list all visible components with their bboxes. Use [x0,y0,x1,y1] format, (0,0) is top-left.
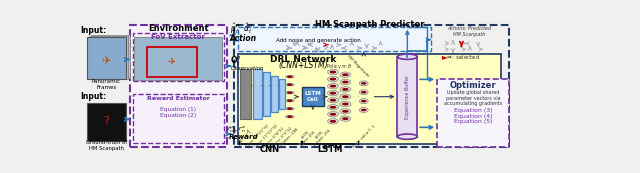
Circle shape [362,110,365,111]
Text: Panoramic
Frames: Panoramic Frames [92,79,121,90]
Circle shape [362,92,365,93]
Text: Optimizer: Optimizer [450,81,497,90]
Bar [89,36,127,79]
Ellipse shape [359,90,368,95]
Ellipse shape [340,101,351,107]
Text: Equation (3)
Equation (4)
Equation (5): Equation (3) Equation (4) Equation (5) [454,108,492,124]
Text: Update global shared
parameter vectors via
accumulating gradients: Update global shared parameter vectors v… [444,90,502,106]
Ellipse shape [359,99,368,104]
Circle shape [362,101,365,102]
Ellipse shape [328,119,339,124]
Bar [87,103,125,141]
Circle shape [285,84,294,86]
Text: Conv: 11*11*32: Conv: 11*11*32 [254,124,279,149]
Circle shape [288,108,292,109]
Text: Flatten: 288: Flatten: 288 [280,127,300,146]
Text: CNN: CNN [259,145,280,154]
Circle shape [330,121,335,122]
Circle shape [288,76,292,77]
Text: ✈: ✈ [102,56,111,66]
Ellipse shape [340,79,351,85]
Text: DRL Network: DRL Network [270,55,337,64]
Circle shape [343,74,348,75]
Text: Actions: Predicted: Actions: Predicted [447,26,492,31]
Text: State value F: 1: State value F: 1 [351,125,376,149]
Ellipse shape [340,116,351,121]
Bar [129,25,227,147]
Circle shape [330,85,335,87]
Circle shape [285,115,294,118]
Text: $\mathbf{O}_t^n$: $\mathbf{O}_t^n$ [230,55,242,68]
Bar [301,87,324,106]
Ellipse shape [328,90,339,96]
Text: (CNN+LSTM): (CNN+LSTM) [278,61,328,70]
Text: ✈: ✈ [168,58,176,68]
Bar [237,54,500,144]
Bar [87,37,125,79]
Bar [147,47,196,77]
Ellipse shape [340,94,351,99]
Circle shape [330,107,335,108]
Ellipse shape [328,105,339,110]
Text: Conv: 3*3*32: Conv: 3*3*32 [271,126,293,147]
Text: Conv: 6*6*32: Conv: 6*6*32 [264,126,285,147]
Text: HM Magnitude: HM Magnitude [346,54,370,78]
Circle shape [330,71,335,73]
Text: ?: ? [103,116,109,126]
Ellipse shape [359,107,368,113]
Text: Equation (1)
Equation (2): Equation (1) Equation (2) [160,107,196,118]
Circle shape [330,93,335,94]
Text: Observation: Observation [230,66,264,71]
Bar [132,33,225,81]
Text: 42*42*1: 42*42*1 [239,129,253,144]
Text: LSTM
Cell: LSTM Cell [305,91,321,102]
Circle shape [285,99,294,102]
Bar [234,25,509,147]
Circle shape [343,111,348,112]
Ellipse shape [340,109,351,114]
Text: LSTM: LSTM [317,145,342,154]
Text: Experience Buffer: Experience Buffer [405,75,410,119]
Ellipse shape [397,54,417,59]
Ellipse shape [328,76,339,82]
Circle shape [285,107,294,110]
Bar [237,27,431,51]
Text: LSTM
Output: 256: LSTM Output: 256 [310,126,332,147]
Ellipse shape [340,87,351,92]
Bar [262,72,271,116]
Ellipse shape [328,69,339,75]
Circle shape [343,81,348,83]
Text: Policy $\pi$: $\theta$: Policy $\pi$: $\theta$ [326,62,353,71]
Ellipse shape [359,81,368,86]
Circle shape [362,83,365,84]
Text: ►: ► [442,52,448,61]
Bar [253,69,262,119]
Ellipse shape [397,134,417,139]
Circle shape [330,114,335,115]
Text: $\mathbf{\Rightarrow}$: selected: $\mathbf{\Rightarrow}$: selected [445,53,479,61]
Circle shape [343,118,348,119]
Text: Input:: Input: [80,92,106,101]
Text: Reward: Reward [229,134,259,140]
Text: HM Scanpath Predictor: HM Scanpath Predictor [316,20,425,29]
Bar [87,37,125,79]
Circle shape [288,100,292,101]
Circle shape [288,116,292,117]
Ellipse shape [328,112,339,117]
Circle shape [343,96,348,97]
Circle shape [285,92,294,94]
Circle shape [330,99,335,101]
Bar [397,57,417,137]
Circle shape [343,103,348,105]
Bar [271,76,278,112]
Circle shape [288,84,292,85]
Bar [91,35,130,78]
Text: $r_{n,t}^{\mu}$ $r_{n,t}^{\alpha}$: $r_{n,t}^{\mu}$ $r_{n,t}^{\alpha}$ [227,124,250,134]
Text: Action: Action [230,34,257,43]
Bar [134,37,222,80]
Text: Add noise and generate action: Add noise and generate action [276,38,361,43]
Circle shape [285,75,294,78]
Text: HM Scanpath: HM Scanpath [453,32,486,37]
Ellipse shape [340,72,351,77]
Text: Ground-truth of
HM Scanpath: Ground-truth of HM Scanpath [86,140,127,151]
